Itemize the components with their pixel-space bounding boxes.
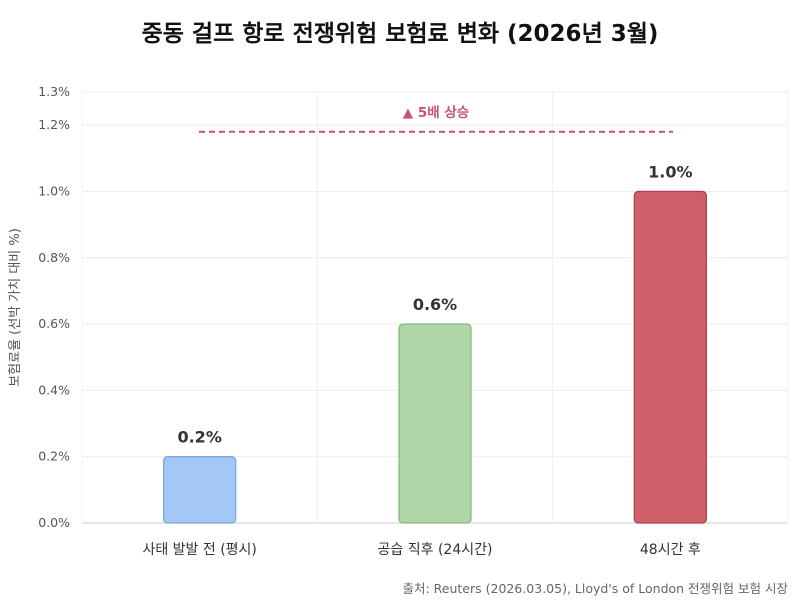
data-label: 0.2% xyxy=(177,428,221,447)
y-tick-label: 0.2% xyxy=(38,449,70,464)
y-tick-label: 0.4% xyxy=(38,382,70,397)
y-axis-title: 보험료율 (선박 가치 대비 %) xyxy=(8,228,23,387)
axis-layer: 0.0% 0.2% 0.4% 0.6% 0.8% 1.0% 1.2% 1.3% 보험료율 (선박… xyxy=(8,84,70,530)
source-note: 출처: Reuters (2026.03.05), Lloyd's of Lon… xyxy=(402,581,788,596)
y-tick-label: 0.8% xyxy=(38,250,70,265)
y-tick-label: 1.2% xyxy=(38,117,70,132)
bar xyxy=(633,190,707,524)
annotation-layer: ▲ 5배 상승 xyxy=(199,105,673,133)
y-tick-label: 0.0% xyxy=(38,515,70,530)
y-tick-label: 0.6% xyxy=(38,316,70,331)
annotation-text: ▲ 5배 상승 xyxy=(403,105,469,121)
x-tick-label: 공습 직후 (24시간) xyxy=(378,542,493,558)
chart-title: 중동 걸프 항로 전쟁위험 보험료 변화 (2026년 3월) xyxy=(141,21,659,47)
data-label: 0.6% xyxy=(413,295,457,314)
bar xyxy=(163,456,237,524)
y-tick-label: 1.0% xyxy=(38,183,70,198)
x-tick-label: 사태 발발 전 (평시) xyxy=(142,542,256,558)
data-label: 1.0% xyxy=(648,162,692,181)
bar-layer xyxy=(163,190,707,524)
x-tick-label: 48시간 후 xyxy=(640,542,701,558)
y-tick-label: 1.3% xyxy=(38,84,70,99)
label-layer: 0.2% 사태 발발 전 (평시) 0.6% 공습 직후 (24시간) 1.0% 48시간… xyxy=(142,162,700,558)
bar xyxy=(398,323,472,524)
